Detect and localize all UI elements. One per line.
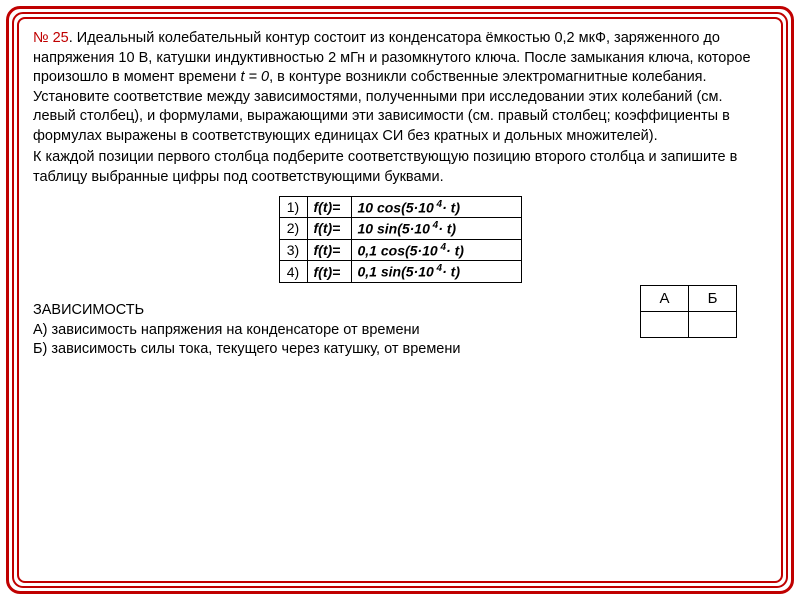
answer-cell-b[interactable] <box>689 312 737 338</box>
answer-header-a: А <box>641 286 689 312</box>
answer-header-row: А Б <box>641 286 737 312</box>
problem-paragraph-2: К каждой позиции первого столбца подбери… <box>33 148 767 187</box>
table-row: 3) f(t)= 0,1 cos(5·10 4· t) <box>279 239 521 261</box>
formula-exp: 4 <box>434 263 442 274</box>
formula-cell: 10 cos(5·10 4· t) <box>351 196 521 218</box>
formula-cell: 10 sin(5·10 4· t) <box>351 218 521 240</box>
formula-table: 1) f(t)= 10 cos(5·10 4· t) 2) f(t)= 10 s… <box>279 196 522 284</box>
formula-a: 0,1 sin(5·10 <box>358 264 434 280</box>
dependency-item-b: Б) зависимость силы тока, текущего через… <box>33 340 767 360</box>
row-number: 1) <box>279 196 307 218</box>
formula-cell: 0,1 sin(5·10 4· t) <box>351 261 521 283</box>
formula-a: 10 cos(5·10 <box>358 199 434 215</box>
formula-exp: 4 <box>434 199 442 210</box>
time-variable: t = 0 <box>240 69 269 85</box>
formula-a: 0,1 cos(5·10 <box>358 242 438 258</box>
formula-cell: 0,1 cos(5·10 4· t) <box>351 239 521 261</box>
answer-cell-a[interactable] <box>641 312 689 338</box>
table-row: 2) f(t)= 10 sin(5·10 4· t) <box>279 218 521 240</box>
table-row: 1) f(t)= 10 cos(5·10 4· t) <box>279 196 521 218</box>
formula-b: · t) <box>438 221 456 237</box>
problem-paragraph-1: № 25. Идеальный колебательный контур сос… <box>33 29 767 146</box>
fn-label: f(t)= <box>307 261 351 283</box>
fn-label: f(t)= <box>307 239 351 261</box>
table-row: 4) f(t)= 0,1 sin(5·10 4· t) <box>279 261 521 283</box>
answer-value-row <box>641 312 737 338</box>
answer-table: А Б <box>640 285 737 338</box>
formula-b: · t) <box>442 264 460 280</box>
row-number: 2) <box>279 218 307 240</box>
row-number: 3) <box>279 239 307 261</box>
problem-para2-text: К каждой позиции первого столбца подбери… <box>33 149 737 185</box>
inner-frame: № 25. Идеальный колебательный контур сос… <box>17 17 783 583</box>
formula-exp: 4 <box>438 242 446 253</box>
answer-header-b: Б <box>689 286 737 312</box>
fn-label: f(t)= <box>307 196 351 218</box>
formula-exp: 4 <box>430 220 438 231</box>
row-number: 4) <box>279 261 307 283</box>
problem-number: № 25 <box>33 30 69 46</box>
formula-b: · t) <box>442 199 460 215</box>
formula-b: · t) <box>446 242 464 258</box>
fn-label: f(t)= <box>307 218 351 240</box>
formula-a: 10 sin(5·10 <box>358 221 430 237</box>
